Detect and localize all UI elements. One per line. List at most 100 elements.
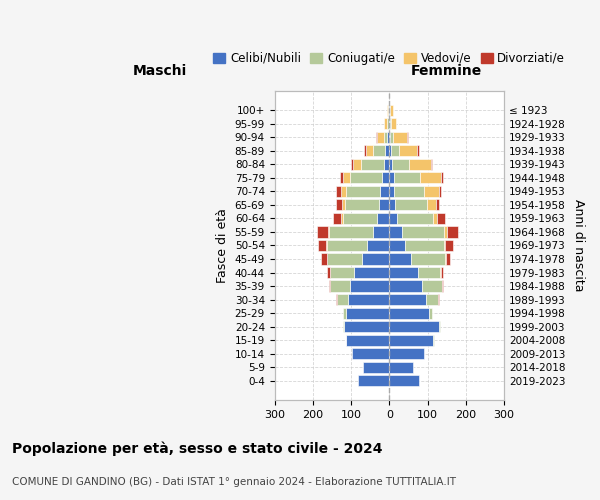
- Bar: [430, 308, 433, 318]
- Bar: [363, 362, 389, 372]
- Bar: [391, 146, 399, 156]
- Bar: [404, 240, 443, 251]
- Bar: [352, 348, 389, 359]
- Y-axis label: Anni di nascita: Anni di nascita: [572, 199, 585, 292]
- Bar: [433, 213, 437, 224]
- Bar: [377, 132, 383, 143]
- Bar: [438, 294, 439, 305]
- Bar: [336, 294, 337, 305]
- Bar: [395, 200, 427, 210]
- Text: Maschi: Maschi: [133, 64, 187, 78]
- Bar: [389, 159, 392, 170]
- Bar: [336, 186, 341, 197]
- Bar: [441, 172, 443, 184]
- Bar: [340, 172, 343, 184]
- Bar: [353, 159, 361, 170]
- Bar: [346, 334, 389, 345]
- Bar: [443, 240, 445, 251]
- Bar: [341, 186, 346, 197]
- Bar: [389, 334, 433, 345]
- Bar: [389, 132, 391, 143]
- Bar: [321, 254, 327, 264]
- Bar: [390, 105, 393, 116]
- Bar: [412, 254, 445, 264]
- Bar: [358, 375, 389, 386]
- Bar: [331, 267, 354, 278]
- Bar: [394, 132, 407, 143]
- Bar: [351, 159, 353, 170]
- Bar: [388, 132, 389, 143]
- Bar: [389, 280, 422, 291]
- Bar: [328, 226, 329, 237]
- Bar: [389, 294, 425, 305]
- Bar: [389, 308, 430, 318]
- Bar: [346, 308, 389, 318]
- Bar: [373, 226, 389, 237]
- Bar: [318, 240, 326, 251]
- Bar: [380, 186, 389, 197]
- Bar: [327, 240, 367, 251]
- Text: COMUNE DI GANDINO (BG) - Dati ISTAT 1° gennaio 2024 - Elaborazione TUTTITALIA.IT: COMUNE DI GANDINO (BG) - Dati ISTAT 1° g…: [12, 477, 456, 487]
- Bar: [365, 146, 373, 156]
- Bar: [383, 159, 389, 170]
- Bar: [418, 267, 440, 278]
- Bar: [383, 132, 388, 143]
- Bar: [385, 118, 388, 130]
- Bar: [389, 267, 418, 278]
- Bar: [343, 172, 350, 184]
- Bar: [354, 267, 389, 278]
- Bar: [409, 159, 431, 170]
- Bar: [317, 226, 328, 237]
- Bar: [389, 254, 412, 264]
- Bar: [390, 118, 391, 130]
- Bar: [389, 213, 397, 224]
- Bar: [346, 186, 380, 197]
- Bar: [401, 226, 443, 237]
- Bar: [422, 280, 442, 291]
- Bar: [361, 159, 383, 170]
- Bar: [417, 146, 419, 156]
- Bar: [344, 321, 389, 332]
- Bar: [441, 267, 443, 278]
- Bar: [394, 186, 424, 197]
- Bar: [391, 118, 396, 130]
- Bar: [439, 186, 441, 197]
- Bar: [424, 186, 439, 197]
- Bar: [392, 159, 409, 170]
- Bar: [389, 321, 439, 332]
- Bar: [364, 146, 365, 156]
- Bar: [389, 348, 424, 359]
- Bar: [427, 200, 436, 210]
- Bar: [343, 308, 346, 318]
- Bar: [437, 213, 445, 224]
- Bar: [442, 280, 443, 291]
- Bar: [334, 213, 341, 224]
- Bar: [388, 118, 389, 130]
- Bar: [399, 146, 417, 156]
- Bar: [389, 375, 419, 386]
- Bar: [336, 200, 342, 210]
- Bar: [329, 226, 373, 237]
- Bar: [367, 240, 389, 251]
- Bar: [387, 105, 388, 116]
- Bar: [389, 362, 413, 372]
- Bar: [431, 159, 433, 170]
- Bar: [385, 146, 389, 156]
- Text: Popolazione per età, sesso e stato civile - 2024: Popolazione per età, sesso e stato civil…: [12, 441, 383, 456]
- Bar: [394, 172, 420, 184]
- Y-axis label: Fasce di età: Fasce di età: [216, 208, 229, 283]
- Bar: [445, 254, 446, 264]
- Bar: [350, 172, 382, 184]
- Bar: [389, 226, 401, 237]
- Bar: [341, 213, 343, 224]
- Bar: [379, 200, 389, 210]
- Bar: [389, 240, 404, 251]
- Bar: [445, 240, 454, 251]
- Bar: [362, 254, 389, 264]
- Bar: [425, 294, 438, 305]
- Bar: [329, 280, 331, 291]
- Bar: [331, 280, 350, 291]
- Bar: [337, 294, 348, 305]
- Bar: [391, 132, 394, 143]
- Bar: [345, 200, 379, 210]
